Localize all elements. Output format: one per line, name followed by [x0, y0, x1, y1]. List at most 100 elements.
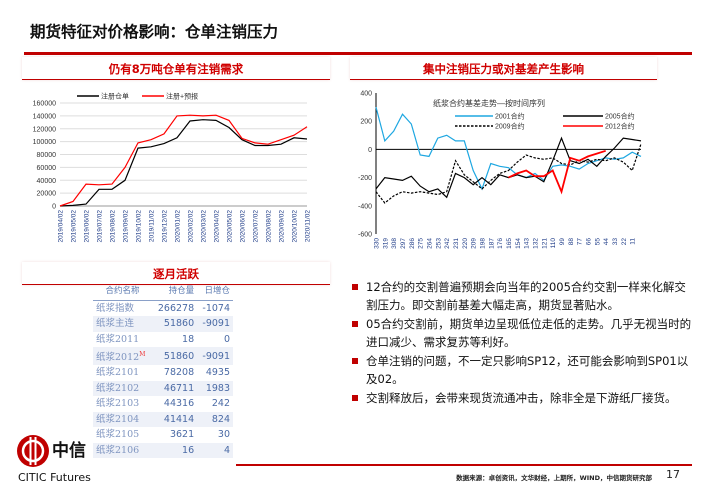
daily-change: -9091 — [197, 316, 233, 332]
x-tick-label: 121 — [541, 238, 548, 249]
x-tick-label: 2019/05/02 — [71, 210, 78, 243]
x-tick-label: 209 — [471, 238, 478, 249]
legend-label: 注册仓单 — [101, 92, 129, 101]
warrant-chart: 0 20000 40000 60000 80000 100000 120000 140000 1… — [33, 92, 312, 243]
x-tick-label: 297 — [400, 238, 407, 249]
open-interest: 3621 — [152, 427, 197, 443]
table-row: 纸浆主连 51860 -9091 — [93, 316, 233, 332]
cell-text: 纸浆2011 — [96, 333, 140, 345]
logo-cn: 中信 — [52, 441, 86, 461]
x-tick-label: 2020/06/02 — [240, 210, 247, 243]
bullet-marker-icon — [352, 284, 358, 290]
series-line-2 — [375, 143, 642, 204]
cell-text: 16 — [182, 444, 195, 456]
daily-change: 0 — [197, 332, 233, 348]
contract-name: 纸浆2106 — [93, 442, 153, 459]
bullet-item: 交割释放后，会带来现货流通冲击，除非全是下游纸厂接货。 — [352, 389, 692, 407]
contract-name: 纸浆2101 — [93, 365, 152, 381]
y-tick-label: 60000 — [37, 165, 57, 172]
cell-text: 纸浆2102 — [96, 382, 140, 394]
contract-name: 纸浆2105 — [93, 427, 152, 443]
y-tick-label: 140000 — [33, 113, 56, 120]
bullet-text: 仓单注销的问题，不一定只影响SP12，还可能会影响到SP01以及02。 — [366, 354, 689, 386]
cell-text: 3621 — [169, 429, 195, 441]
cell-text: 266278 — [157, 302, 195, 314]
cell-text: 242 — [211, 398, 230, 410]
right-section-title: 集中注销压力或对基差产生影响 — [350, 57, 657, 80]
x-tick-label: 2020/11/02 — [305, 210, 312, 242]
legend-label: 2001合约 — [495, 112, 525, 121]
x-tick-label: 99 — [559, 238, 566, 246]
y-tick-label: -600 — [358, 232, 372, 239]
table-section-title: 逐月活跃 — [22, 262, 330, 285]
open-interest: 16 — [152, 442, 198, 459]
y-tick-label: 0 — [52, 204, 56, 211]
page-title: 期货特征对价格影响：仓单注销压力 — [30, 23, 279, 41]
table-row: 纸浆2101 78208 4935 — [93, 365, 233, 381]
x-tick-label: 2020/09/02 — [279, 210, 286, 243]
contract-name: 纸浆2104 — [93, 411, 153, 428]
x-tick-label: 2019/06/02 — [84, 210, 91, 243]
left-section-title: 仍有8万吨仓单有注销需求 — [22, 57, 330, 80]
table-row: 纸浆指数 266278 -1074 — [93, 300, 233, 316]
x-tick-label: 220 — [462, 238, 469, 249]
open-interest: 266278 — [152, 300, 197, 316]
x-tick-label: 55 — [594, 238, 601, 246]
contract-name: 纸浆2102 — [93, 380, 153, 397]
bullet-marker-icon — [352, 358, 358, 364]
col-header: 日增仓 — [197, 284, 233, 301]
x-tick-label: 165 — [506, 238, 513, 249]
contract-name: 纸浆2011 — [93, 332, 152, 348]
daily-change: 824 — [197, 411, 233, 428]
series-line-3 — [508, 149, 606, 195]
series-line-0 — [59, 119, 308, 207]
x-tick-label: 2019/09/02 — [123, 210, 130, 243]
bullet-text: 05合约交割前，期货单边呈现低位走低的走势。几乎无视当时的进口减少、需求复苏等利… — [366, 317, 692, 349]
cell-text: -9091 — [202, 350, 230, 362]
legend-label: 2012合约 — [605, 122, 635, 131]
cell-text: 纸浆2012 — [96, 352, 140, 364]
main-contract-marker: M — [139, 351, 146, 358]
daily-change: 4935 — [197, 365, 233, 381]
x-tick-label: 2019/04/02 — [58, 210, 65, 243]
cell-text: -9091 — [202, 318, 230, 330]
x-tick-label: 11 — [630, 238, 637, 245]
cell-text: 51860 — [163, 318, 195, 330]
legend-label: 2009合约 — [495, 122, 525, 131]
open-interest: 44316 — [152, 396, 197, 412]
x-tick-label: 77 — [577, 238, 584, 246]
citic-emblem-icon — [17, 435, 49, 467]
contract-name: 纸浆2103 — [93, 396, 152, 412]
cell-text: 1983 — [205, 382, 230, 394]
cell-text: 78208 — [163, 367, 195, 379]
x-tick-label: 2019/11/02 — [149, 210, 156, 242]
y-tick-label: 40000 — [37, 178, 57, 185]
cell-text: 30 — [217, 429, 230, 441]
x-tick-label: 242 — [444, 238, 451, 249]
y-tick-label: 100000 — [33, 139, 56, 146]
bullet-text: 交割释放后，会带来现货流通冲击，除非全是下游纸厂接货。 — [366, 391, 677, 405]
x-tick-label: 44 — [603, 238, 610, 246]
x-tick-label: 2019/10/02 — [136, 210, 143, 243]
open-interest: 46711 — [152, 380, 198, 397]
cell-text: 44316 — [163, 398, 195, 410]
citic-logo: 中信 CITIC Futures — [16, 434, 91, 486]
cell-text: 46711 — [163, 382, 195, 394]
x-tick-label: 2020/07/02 — [253, 210, 260, 243]
x-tick-label: 198 — [480, 238, 487, 249]
y-tick-label: 200 — [360, 119, 372, 126]
y-tick-label: -200 — [358, 175, 372, 182]
x-tick-label: 2020/04/02 — [214, 210, 221, 243]
legend-label: 注册+预报 — [166, 92, 198, 101]
bullet-text: 12合约的交割普遍预期会向当年的2005合约交割一样来化解交割压力。即交割前基差… — [366, 280, 686, 312]
x-tick-label: 132 — [533, 238, 540, 249]
open-interest: 78208 — [152, 365, 197, 381]
table-row: 纸浆2106 16 4 — [93, 442, 233, 459]
basis-chart: -600 -400 -200 0 200 400 330 319 308 297 286 275 264… — [358, 91, 642, 249]
x-tick-label: 2020/05/02 — [227, 210, 234, 243]
title-divider — [24, 52, 692, 55]
y-tick-label: 80000 — [37, 152, 57, 159]
open-interest-table: 合约名称 持仓量 日增仓 纸浆指数 266278 -1074 纸浆主连 51860 -90… — [93, 284, 233, 459]
cell-text: 纸浆指数 — [96, 302, 135, 314]
